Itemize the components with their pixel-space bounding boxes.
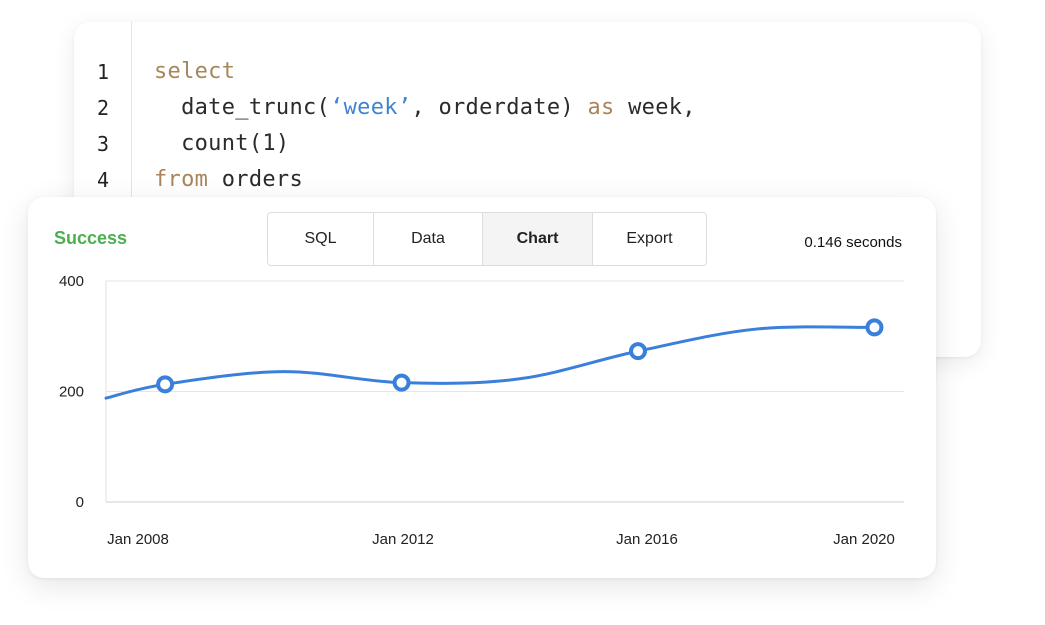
tab-export[interactable]: Export bbox=[626, 230, 673, 247]
code-line[interactable]: date_trunc(‘week’, orderdate) as week, bbox=[154, 96, 696, 120]
x-tick-label: Jan 2020 bbox=[833, 531, 895, 548]
code-token: date_trunc( bbox=[154, 95, 331, 120]
result-tabs: SQL Data Chart Export bbox=[267, 212, 707, 266]
line-number: 1 bbox=[96, 60, 109, 84]
status-badge: Success bbox=[54, 228, 128, 248]
sql-keyword: select bbox=[154, 59, 236, 84]
data-point bbox=[392, 373, 411, 392]
sql-keyword: as bbox=[587, 95, 615, 120]
tab-sql[interactable]: SQL bbox=[268, 213, 374, 265]
code-line[interactable]: count(1) bbox=[154, 132, 289, 156]
code-token: , orderdate) bbox=[411, 95, 588, 120]
x-tick-label: Jan 2008 bbox=[107, 531, 169, 548]
tab-chart[interactable]: Chart bbox=[483, 213, 593, 265]
x-tick-label: Jan 2012 bbox=[372, 531, 434, 548]
tab-data[interactable]: Data bbox=[374, 213, 483, 265]
y-tick-label: 200 bbox=[59, 384, 84, 401]
code-line[interactable]: select bbox=[154, 60, 235, 84]
x-tick-label: Jan 2016 bbox=[616, 531, 678, 548]
data-point bbox=[156, 375, 175, 394]
line-chart: 0 200 400 Jan 2008 Jan 2012 Jan 2016 Jan 2020 bbox=[59, 273, 904, 548]
code-token: orders bbox=[208, 167, 304, 192]
data-point bbox=[629, 342, 647, 361]
query-duration: 0.146 seconds bbox=[804, 234, 902, 251]
line-number: 2 bbox=[96, 96, 109, 120]
y-tick-label: 0 bbox=[76, 494, 84, 511]
line-number-gutter: 1 2 3 4 bbox=[74, 22, 132, 202]
code-line[interactable]: from orders bbox=[154, 168, 303, 192]
data-point bbox=[865, 318, 884, 337]
code-token: count(1) bbox=[154, 131, 290, 156]
y-tick-label: 400 bbox=[59, 273, 84, 290]
code-token: week, bbox=[614, 95, 696, 120]
line-number: 4 bbox=[96, 168, 109, 192]
sql-string: ‘week’ bbox=[330, 95, 412, 120]
query-result-panel: Success SQL Data Chart Export 0.146 seco… bbox=[28, 197, 936, 578]
series-line bbox=[104, 325, 876, 400]
line-number: 3 bbox=[96, 132, 109, 156]
sql-keyword: from bbox=[154, 167, 209, 192]
